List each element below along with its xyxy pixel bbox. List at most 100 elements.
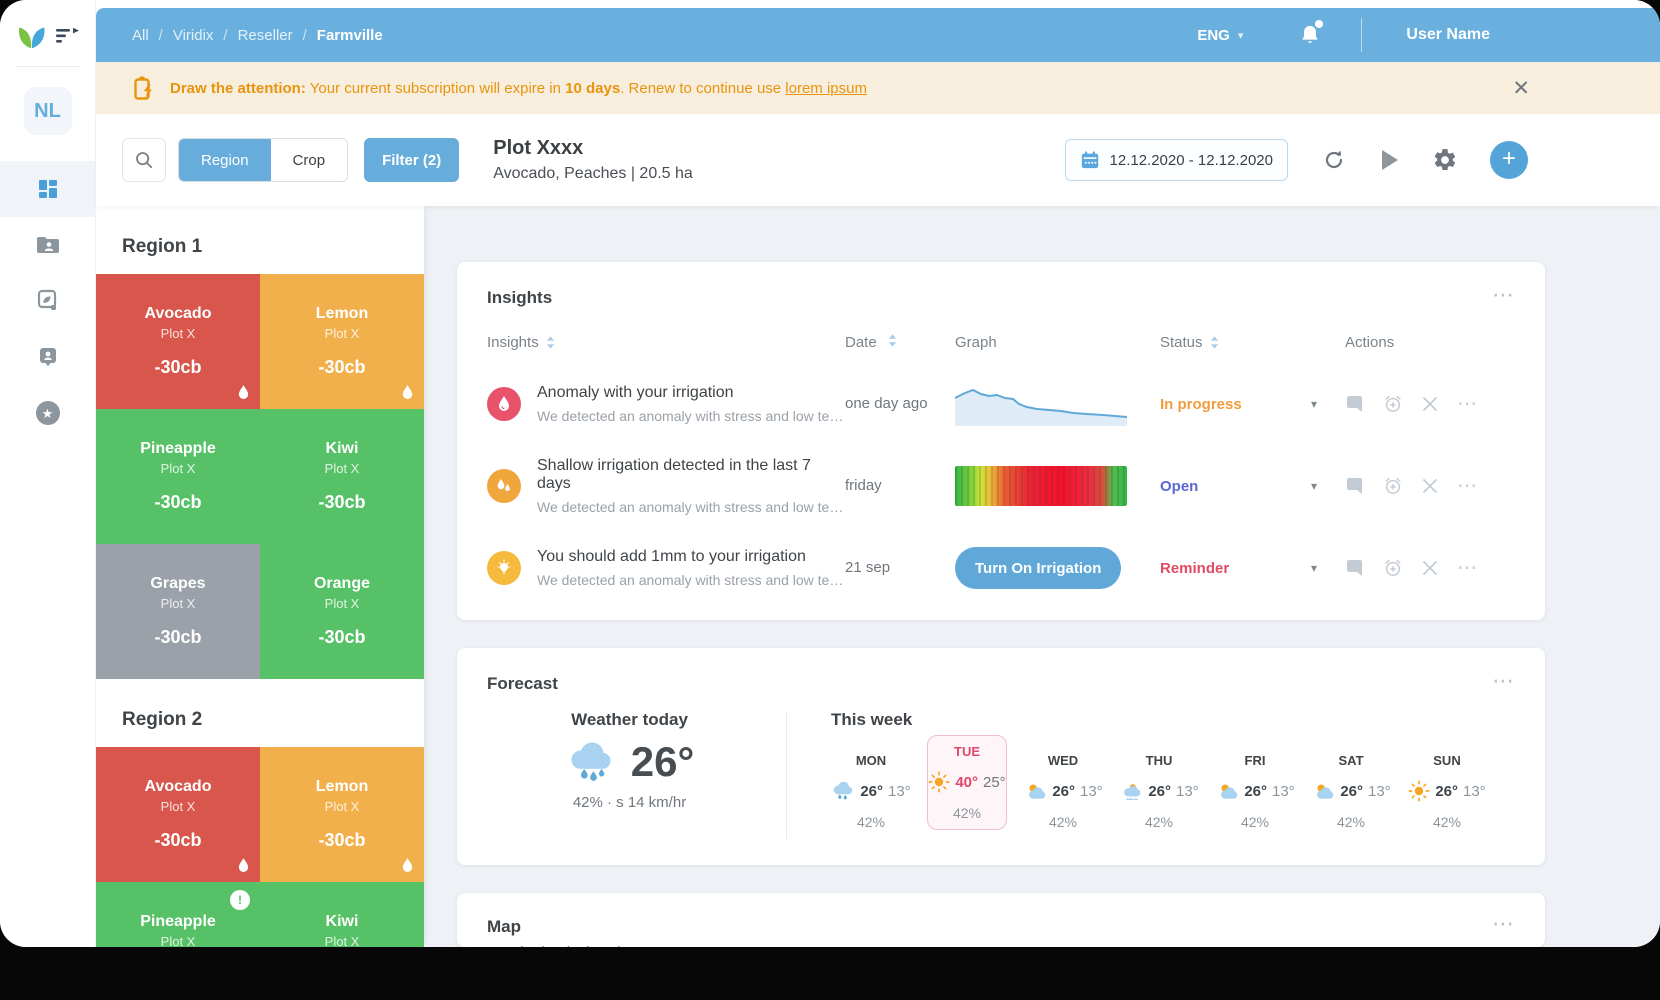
insight-sparkline-chart[interactable] <box>955 382 1127 426</box>
calendar-icon <box>1081 151 1098 169</box>
banner-text-after: . Renew to continue use <box>620 79 786 97</box>
day-sat[interactable]: SAT 26° 13° 42% <box>1311 744 1391 839</box>
map-card: Map ⋯ 20.5 ha | 4 devices | 12 sensors <box>457 893 1545 947</box>
region-1-grid: Avocado Plot X -30cb Lemon Plot X -30cb … <box>96 274 424 679</box>
sort-icon[interactable] <box>1210 336 1219 349</box>
alert-badge-icon: ! <box>230 890 250 910</box>
forecast-card: Forecast ⋯ Weather today <box>457 648 1545 865</box>
notifications-button[interactable] <box>1299 20 1324 47</box>
comment-icon[interactable] <box>1345 559 1365 577</box>
search-button[interactable] <box>122 138 166 182</box>
water-drop-icon <box>401 384 414 401</box>
row-more-icon[interactable]: ⋯ <box>1457 475 1477 497</box>
day-sun[interactable]: SUN 26° 13° 42% <box>1407 744 1487 839</box>
sort-icon[interactable] <box>546 336 555 349</box>
row-more-icon[interactable]: ⋯ <box>1457 557 1477 579</box>
day-humidity: 42% <box>1432 814 1462 830</box>
alarm-add-icon[interactable] <box>1383 476 1403 496</box>
breadcrumb-all[interactable]: All <box>132 26 149 44</box>
play-button[interactable] <box>1382 150 1398 170</box>
more-options-icon[interactable]: ⋯ <box>1492 282 1515 307</box>
day-high: 26° <box>1340 782 1363 800</box>
status-badge[interactable]: Reminder <box>1160 559 1230 577</box>
day-wed[interactable]: WED 26° 13° 42% <box>1023 744 1103 839</box>
plot-tile-pineapple-2[interactable]: Pineapple Plot X -30cb ! <box>96 882 260 947</box>
alarm-add-icon[interactable] <box>1383 394 1403 414</box>
breadcrumb-reseller[interactable]: Reseller <box>237 26 293 44</box>
sidebar-item-contacts[interactable] <box>0 329 95 385</box>
sidebar-item-devices[interactable] <box>0 273 95 329</box>
avatar[interactable]: NL <box>23 87 72 135</box>
day-tue-selected[interactable]: TUE 40° 25° 42% <box>927 735 1007 830</box>
sidebar-item-clients[interactable] <box>0 217 95 273</box>
gear-icon <box>1434 149 1456 171</box>
banner-link[interactable]: lorem ipsum <box>785 79 867 97</box>
banner-text-before: Your current subscription will expire in <box>305 79 566 97</box>
date-range-picker[interactable]: 12.12.2020 - 12.12.2020 <box>1064 139 1288 181</box>
bell-icon <box>1302 25 1319 43</box>
dismiss-x-icon[interactable] <box>1421 559 1439 577</box>
alarm-add-icon[interactable] <box>1383 558 1403 578</box>
tile-plot-label: Plot X <box>324 934 360 947</box>
collapse-menu-icon[interactable] <box>55 24 81 48</box>
plot-tile-kiwi-2[interactable]: Kiwi Plot X -30cb <box>260 882 424 947</box>
column-insights[interactable]: Insights <box>487 334 539 351</box>
battery-alert-icon <box>130 73 156 103</box>
column-status[interactable]: Status <box>1160 334 1203 351</box>
insight-heatmap-chart[interactable] <box>955 466 1127 506</box>
toggle-region[interactable]: Region <box>179 139 271 181</box>
day-label: THU <box>1145 753 1173 768</box>
close-icon[interactable]: ✕ <box>1512 76 1530 100</box>
day-fri[interactable]: FRI 26° 13° 42% <box>1215 744 1295 839</box>
app-window: NL <box>0 0 1660 947</box>
today-temperature: 26° <box>630 738 695 785</box>
turn-on-irrigation-button[interactable]: Turn On Irrigation <box>955 547 1122 589</box>
plot-tile-pineapple[interactable]: Pineapple Plot X -30cb <box>96 409 260 544</box>
plot-tile-grapes[interactable]: Grapes Plot X -30cb <box>96 544 260 679</box>
chevron-down-icon[interactable]: ▾ <box>1310 561 1317 575</box>
status-badge[interactable]: Open <box>1160 477 1199 495</box>
top-strip <box>96 0 1660 8</box>
settings-button[interactable] <box>1432 147 1458 173</box>
day-humidity: 42% <box>1144 814 1174 830</box>
user-menu[interactable]: User Name <box>1406 26 1490 43</box>
plot-tile-kiwi[interactable]: Kiwi Plot X -30cb <box>260 409 424 544</box>
refresh-button[interactable] <box>1322 148 1346 172</box>
day-label: WED <box>1047 753 1079 768</box>
tile-plot-label: Plot X <box>324 326 360 341</box>
sort-icon[interactable] <box>888 334 897 351</box>
plot-tile-orange[interactable]: Orange Plot X -30cb <box>260 544 424 679</box>
plot-tile-avocado[interactable]: Avocado Plot X -30cb <box>96 274 260 409</box>
insight-title[interactable]: You should add 1mm to your irrigation <box>537 548 806 565</box>
add-button[interactable]: + <box>1490 141 1528 179</box>
language-selector[interactable]: ENG ▾ <box>1197 27 1243 44</box>
day-mon[interactable]: MON 26° 13° 42% <box>831 744 911 839</box>
plot-tile-lemon-2[interactable]: Lemon Plot X -30cb <box>260 747 424 882</box>
insight-title[interactable]: Shallow irrigation detected in the last … <box>537 457 811 492</box>
sidebar-item-dashboard[interactable] <box>0 161 95 217</box>
plot-tile-avocado-2[interactable]: Avocado Plot X -30cb <box>96 747 260 882</box>
plot-tile-lemon[interactable]: Lemon Plot X -30cb <box>260 274 424 409</box>
row-more-icon[interactable]: ⋯ <box>1457 393 1477 415</box>
chevron-down-icon[interactable]: ▾ <box>1310 479 1317 493</box>
comment-icon[interactable] <box>1345 395 1365 413</box>
notification-badge <box>1315 20 1324 28</box>
dismiss-x-icon[interactable] <box>1421 477 1439 495</box>
more-options-icon[interactable]: ⋯ <box>1492 911 1515 936</box>
plots-panel: Region 1 Avocado Plot X -30cb Lemon Plot… <box>96 206 424 947</box>
filter-button[interactable]: Filter (2) <box>364 138 460 182</box>
tile-plot-label: Plot X <box>160 461 196 476</box>
day-thu[interactable]: THU 26° 13° 42% <box>1119 744 1199 839</box>
more-options-icon[interactable]: ⋯ <box>1492 668 1515 693</box>
column-date[interactable]: Date <box>845 334 877 351</box>
dismiss-x-icon[interactable] <box>1421 395 1439 413</box>
chevron-down-icon[interactable]: ▾ <box>1310 397 1317 411</box>
status-badge[interactable]: In progress <box>1160 395 1242 413</box>
insight-title[interactable]: Anomaly with your irrigation <box>537 384 734 401</box>
toggle-crop[interactable]: Crop <box>270 139 348 181</box>
breadcrumb-viridix[interactable]: Viridix <box>172 26 214 44</box>
sidebar-item-favorites[interactable]: ★ <box>0 385 95 441</box>
comment-icon[interactable] <box>1345 477 1365 495</box>
breadcrumb-separator: / <box>223 26 228 44</box>
tile-plot-label: Plot X <box>324 461 360 476</box>
